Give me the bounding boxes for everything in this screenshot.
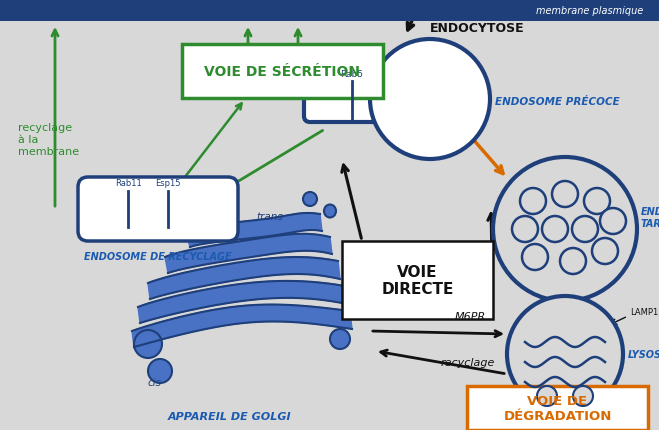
FancyBboxPatch shape xyxy=(467,386,648,430)
Circle shape xyxy=(552,181,578,208)
Circle shape xyxy=(584,189,610,215)
Circle shape xyxy=(592,239,618,264)
Text: ENDOSOME DE RECYCLAGE: ENDOSOME DE RECYCLAGE xyxy=(84,252,232,261)
Text: recyclage
à la
membrane: recyclage à la membrane xyxy=(18,123,79,156)
Ellipse shape xyxy=(148,359,172,383)
Text: VOIE DE SÉCRÉTION: VOIE DE SÉCRÉTION xyxy=(204,65,360,79)
Text: ENDOSOME PRÉCOCE: ENDOSOME PRÉCOCE xyxy=(495,97,619,107)
Text: M6PR: M6PR xyxy=(454,311,486,321)
Text: ENDOSOME
TARDIF/MVB: ENDOSOME TARDIF/MVB xyxy=(641,207,659,228)
FancyBboxPatch shape xyxy=(304,79,426,123)
Ellipse shape xyxy=(324,205,336,218)
Circle shape xyxy=(520,189,546,215)
Text: LAMP1: LAMP1 xyxy=(630,308,658,317)
Text: recyclage: recyclage xyxy=(441,357,495,367)
Circle shape xyxy=(522,244,548,270)
Text: cis: cis xyxy=(148,377,162,387)
Polygon shape xyxy=(185,213,322,247)
Polygon shape xyxy=(148,258,340,299)
Ellipse shape xyxy=(134,330,162,358)
Bar xyxy=(0,0,659,22)
Circle shape xyxy=(537,386,557,406)
Text: Esp15: Esp15 xyxy=(156,178,181,187)
Circle shape xyxy=(507,296,623,412)
Text: Rab5: Rab5 xyxy=(341,70,364,79)
Text: VOIE DE
DÉGRADATION: VOIE DE DÉGRADATION xyxy=(503,394,612,422)
Circle shape xyxy=(572,216,598,243)
Circle shape xyxy=(370,40,490,160)
Polygon shape xyxy=(165,234,332,273)
FancyBboxPatch shape xyxy=(78,178,238,241)
Polygon shape xyxy=(138,281,347,323)
Text: APPAREIL DE GOLGI: APPAREIL DE GOLGI xyxy=(168,411,292,421)
Circle shape xyxy=(600,209,626,234)
Text: membrane plasmique: membrane plasmique xyxy=(536,6,644,16)
Circle shape xyxy=(573,386,593,406)
FancyBboxPatch shape xyxy=(182,45,383,99)
Text: Rab11: Rab11 xyxy=(115,178,142,187)
Circle shape xyxy=(560,249,586,274)
Text: trans: trans xyxy=(256,212,283,221)
Text: LYSOSOMES: LYSOSOMES xyxy=(628,349,659,359)
Circle shape xyxy=(542,216,568,243)
Circle shape xyxy=(512,216,538,243)
Ellipse shape xyxy=(330,329,350,349)
Polygon shape xyxy=(132,305,352,347)
Text: VOIE
DIRECTE: VOIE DIRECTE xyxy=(382,264,453,297)
Circle shape xyxy=(493,158,637,301)
FancyBboxPatch shape xyxy=(342,241,493,319)
Ellipse shape xyxy=(303,193,317,206)
Text: ENDOCYTOSE: ENDOCYTOSE xyxy=(430,22,525,34)
